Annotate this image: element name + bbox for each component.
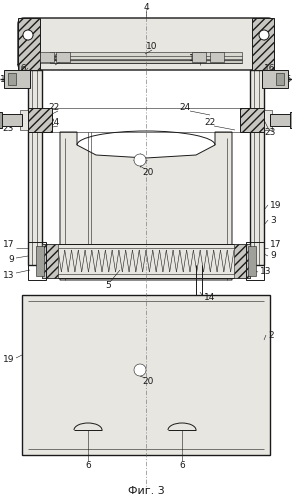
Text: 16: 16 (189, 53, 201, 62)
Bar (210, 52, 224, 62)
Text: 16: 16 (16, 63, 28, 72)
Bar (246, 242, 264, 280)
Circle shape (134, 154, 146, 166)
Text: Фиг. 3: Фиг. 3 (128, 486, 164, 496)
Text: 2: 2 (268, 330, 274, 339)
Text: 10: 10 (146, 41, 158, 50)
Text: 13: 13 (260, 267, 272, 276)
Text: 14: 14 (204, 293, 215, 302)
Text: 22: 22 (48, 102, 60, 111)
Text: 6: 6 (85, 461, 91, 470)
Bar (240, 108, 264, 132)
Bar (18, 18, 40, 70)
Text: 4: 4 (143, 2, 149, 11)
Bar (192, 52, 206, 62)
Bar (0, 114, 22, 126)
Bar (234, 244, 250, 278)
Bar (8, 73, 16, 85)
Bar (250, 70, 264, 265)
Bar (20, 110, 30, 130)
Text: 19: 19 (270, 201, 281, 210)
Bar (262, 110, 272, 130)
Text: 20: 20 (142, 168, 154, 177)
Text: 13: 13 (3, 270, 14, 279)
Text: 5: 5 (105, 280, 111, 289)
Bar (50, 60, 242, 63)
Bar (252, 18, 274, 70)
Text: 24: 24 (179, 102, 191, 111)
Text: 6: 6 (179, 461, 185, 470)
Bar (28, 70, 42, 265)
Text: 22: 22 (204, 117, 215, 127)
FancyBboxPatch shape (18, 18, 274, 70)
Bar (270, 114, 292, 126)
Text: 15: 15 (0, 74, 11, 83)
Text: 9: 9 (270, 251, 276, 260)
Text: 3: 3 (270, 216, 276, 225)
Text: 17: 17 (3, 240, 14, 249)
Text: 15: 15 (281, 74, 292, 83)
Bar (42, 244, 58, 278)
Bar (276, 73, 284, 85)
Text: 23: 23 (264, 128, 276, 137)
Bar (28, 108, 52, 132)
Bar (36, 246, 44, 276)
Circle shape (134, 364, 146, 376)
Bar (0, 112, 2, 128)
Bar (262, 70, 288, 88)
Text: 19: 19 (3, 355, 14, 364)
Polygon shape (60, 132, 232, 280)
Bar (290, 112, 292, 128)
Bar (28, 242, 46, 280)
Circle shape (23, 30, 33, 40)
Bar (248, 246, 256, 276)
Bar (56, 52, 70, 62)
Bar (50, 52, 242, 60)
Text: 17: 17 (270, 240, 281, 249)
Text: 16: 16 (264, 63, 276, 72)
Bar (42, 244, 250, 278)
Text: 24: 24 (48, 117, 60, 127)
Bar (4, 70, 30, 88)
Bar (40, 52, 54, 62)
Text: 23: 23 (2, 123, 13, 133)
Bar (22, 295, 270, 455)
Circle shape (259, 30, 269, 40)
Text: 20: 20 (142, 378, 154, 387)
Text: 9: 9 (8, 255, 14, 264)
Text: 16: 16 (49, 53, 61, 62)
